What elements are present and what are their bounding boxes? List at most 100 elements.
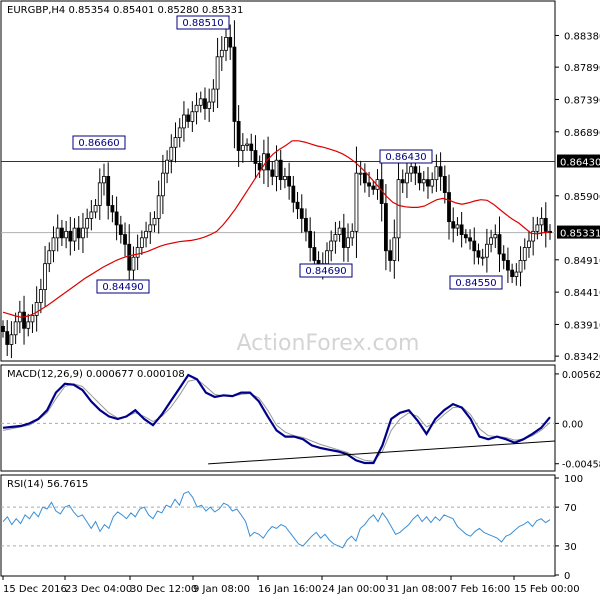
- candle-body: [131, 256, 136, 271]
- candle-body: [274, 159, 279, 177]
- candle-body: [106, 175, 111, 206]
- candle-body: [257, 163, 262, 171]
- candle-body: [135, 247, 140, 258]
- candle-body: [304, 218, 308, 232]
- candle-body: [190, 111, 195, 122]
- candle-body: [346, 237, 350, 248]
- candle-body: [531, 230, 536, 242]
- price-marker-label: 0.86430: [560, 158, 600, 169]
- rsi-line: [2, 490, 551, 549]
- candle-body: [308, 230, 313, 248]
- candle-body: [38, 289, 43, 303]
- candle-body: [413, 166, 418, 174]
- x-tick-label: 23 Dec 04:00: [65, 584, 132, 595]
- macd-tick-label: 0.005627: [562, 370, 600, 381]
- candle-body: [362, 172, 367, 184]
- price-annotation-label: 0.84490: [102, 282, 143, 293]
- candle-body: [442, 175, 447, 193]
- candle-body: [139, 237, 144, 248]
- candle-body: [299, 208, 304, 219]
- candle-body: [177, 127, 182, 139]
- candle-body: [182, 114, 186, 129]
- candle-body: [144, 230, 148, 239]
- candle-body: [114, 211, 119, 226]
- macd-series: [1, 373, 556, 465]
- watermark-text: ActionForex.com: [237, 331, 420, 356]
- price-series: [1, 20, 555, 359]
- candle-body: [72, 227, 77, 242]
- candle-body: [198, 98, 203, 106]
- candle-body: [55, 227, 60, 239]
- candle-body: [283, 175, 287, 181]
- x-tick-label: 16 Jan 16:00: [258, 584, 321, 595]
- candle-body: [522, 247, 527, 261]
- candle-body: [169, 146, 174, 161]
- candle-body: [224, 36, 228, 51]
- candle-body: [207, 101, 212, 109]
- candle-body: [518, 260, 523, 273]
- candle-body: [354, 172, 359, 232]
- candle-body: [291, 185, 296, 203]
- candle-body: [367, 182, 371, 187]
- candle-body: [93, 205, 98, 213]
- candle-body: [97, 182, 102, 206]
- candle-body: [43, 263, 47, 290]
- candle-body: [236, 121, 241, 151]
- candle-body: [186, 114, 191, 122]
- candle-body: [102, 175, 106, 184]
- x-tick-label: 30 Dec 12:00: [130, 584, 197, 595]
- candle-body: [9, 334, 14, 345]
- candle-body: [270, 169, 275, 177]
- x-tick-label: 24 Jan 00:00: [322, 584, 385, 595]
- candle-body: [493, 234, 498, 239]
- candle-body: [405, 172, 409, 184]
- candle-body: [438, 166, 443, 177]
- candle-body: [211, 88, 216, 103]
- candle-body: [22, 311, 26, 329]
- candle-body: [451, 221, 456, 229]
- price-marker-box: [557, 225, 600, 239]
- rsi-header: RSI(14) 56.7615: [7, 479, 88, 490]
- candle-body: [1, 325, 5, 332]
- candle-body: [312, 247, 317, 261]
- macd-line: [2, 373, 551, 465]
- candle-body: [110, 205, 115, 213]
- candle-body: [89, 211, 94, 219]
- candle-body: [194, 104, 199, 113]
- candle-body: [287, 175, 292, 187]
- candle-body: [76, 227, 81, 239]
- candle-body: [278, 159, 283, 181]
- candle-body: [160, 172, 165, 197]
- candle-body: [203, 98, 207, 109]
- candle-body: [510, 269, 515, 278]
- candle-body: [543, 218, 548, 232]
- candle-body: [249, 143, 254, 151]
- candle-body: [484, 243, 489, 258]
- candle-body: [329, 240, 334, 252]
- candle-body: [535, 224, 540, 232]
- candle-body: [527, 240, 531, 248]
- candle-body: [501, 253, 506, 261]
- candle-body: [447, 192, 451, 223]
- rsi-series: [1, 490, 555, 549]
- candle-body: [489, 237, 493, 245]
- rsi-panel-frame: [0, 474, 556, 577]
- macd-panel-frame: [0, 364, 556, 472]
- candle-body: [480, 256, 485, 259]
- rsi-tick-label: 30: [564, 542, 577, 553]
- candle-body: [266, 153, 270, 171]
- candle-body: [396, 179, 401, 239]
- candle-body: [392, 237, 397, 261]
- candle-body: [341, 227, 346, 248]
- candle-body: [388, 250, 393, 261]
